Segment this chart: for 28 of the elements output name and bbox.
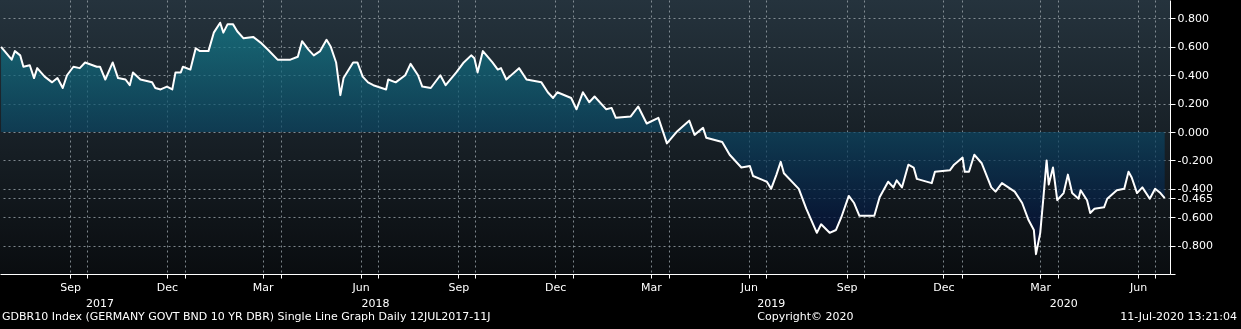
text: GDBR10 Index (GERMANY GOVT BND 10 YR DBR) Single Line Graph Daily 12JUL2017-11J	[2, 310, 491, 323]
y-tick-label: 0.600	[1177, 40, 1209, 54]
x-tick-label: Mar	[1030, 280, 1052, 294]
y-tick-label: -0.600	[1177, 210, 1213, 224]
x-tick-label: Sep	[836, 280, 858, 294]
y-tick-label: 0.800	[1177, 11, 1209, 25]
y-tick-label: -0.200	[1177, 153, 1213, 167]
y-tick-label: 0.400	[1177, 68, 1209, 82]
x-tick-label: Dec	[156, 280, 179, 294]
x-tick-label: Sep	[60, 280, 82, 294]
x-tick-label: Dec	[933, 280, 955, 294]
x2-tick-label: 2020	[1049, 297, 1078, 310]
x-tick-label: Jun	[351, 280, 370, 294]
x-tick-label: Jun	[739, 280, 758, 294]
y-tick-label: 0.000	[1177, 125, 1209, 139]
y-tick-label: -0.800	[1177, 239, 1213, 253]
x2-tick-label: 2019	[757, 297, 786, 310]
x2-tick-label: 2017	[85, 297, 114, 310]
text: Copyright© 2020	[757, 310, 854, 323]
x-tick-label: Mar	[252, 280, 275, 294]
x2-tick-label: 2018	[361, 297, 390, 310]
text: 11-Jul-2020 13:21:04	[1120, 310, 1237, 323]
x-tick-label: Jun	[1129, 280, 1148, 294]
x-tick-label: Sep	[448, 280, 470, 294]
x-tick-label: Mar	[641, 280, 663, 294]
y-tick-label: 0.200	[1177, 97, 1209, 111]
y-tick-label: -0.465	[1177, 191, 1213, 205]
x-tick-label: Dec	[545, 280, 567, 294]
